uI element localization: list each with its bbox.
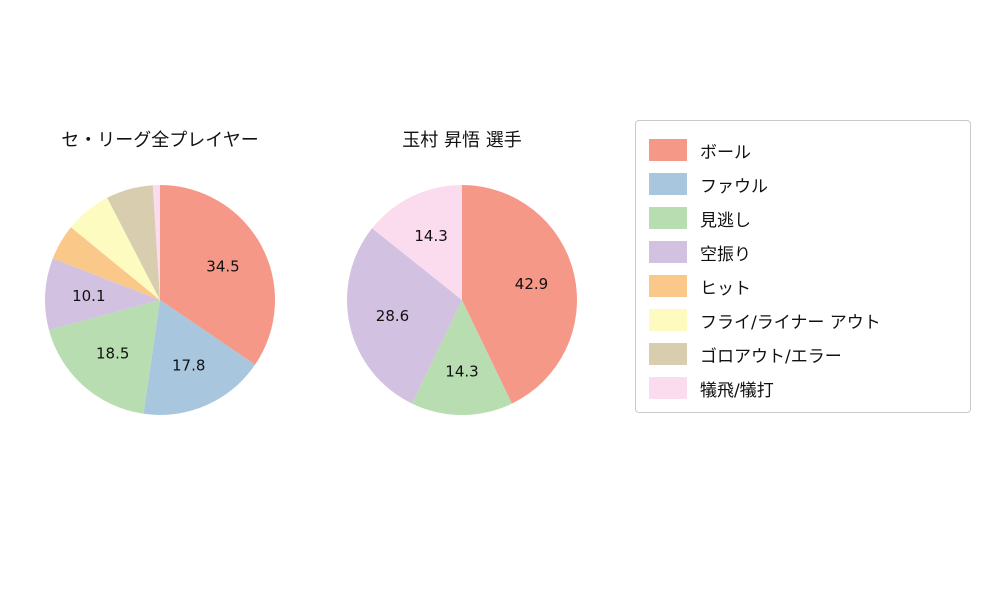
pie-value-label: 42.9 xyxy=(515,275,548,293)
legend-label: ゴロアウト/エラー xyxy=(700,346,842,367)
pie-slice xyxy=(143,300,256,415)
legend-label: 犠飛/犠打 xyxy=(700,380,774,401)
pie-value-label: 14.3 xyxy=(414,227,447,245)
pie-value-label: 18.5 xyxy=(96,344,129,362)
legend-label: ヒット xyxy=(700,278,751,299)
legend-item: 空振り xyxy=(649,235,970,269)
legend-swatch xyxy=(649,173,687,195)
pie-slice xyxy=(372,185,462,300)
pie-value-label: 17.8 xyxy=(172,356,205,374)
legend-item: 見逃し xyxy=(649,201,970,235)
legend-swatch xyxy=(649,309,687,331)
legend-label: 空振り xyxy=(700,244,751,265)
legend-item: ヒット xyxy=(649,269,970,303)
pie-chart-left: 34.5 17.8 18.5 10.1 xyxy=(44,185,275,415)
legend-label: 見逃し xyxy=(700,210,751,231)
legend-label: フライ/ライナー アウト xyxy=(700,312,881,333)
legend: ボール ファウル 見逃し 空振り ヒット xyxy=(635,120,971,413)
pie-slice xyxy=(462,185,578,404)
pie-slice xyxy=(44,258,160,330)
pie-chart-right: 42.9 14.3 28.6 14.3 xyxy=(347,185,578,416)
pie-slice xyxy=(107,185,160,300)
legend-swatch xyxy=(649,343,687,365)
pie-slice xyxy=(160,185,275,365)
pie-slice xyxy=(412,300,512,416)
chart-title-left: セ・リーグ全プレイヤー xyxy=(61,130,259,151)
pie-value-label: 14.3 xyxy=(445,362,478,380)
pie-slice xyxy=(70,197,160,300)
legend-swatch xyxy=(649,377,687,399)
legend-item: ボール xyxy=(649,133,970,167)
pie-slice xyxy=(152,185,160,300)
legend-label: ファウル xyxy=(700,176,768,197)
legend-item: ファウル xyxy=(649,167,970,201)
legend-swatch xyxy=(649,139,687,161)
legend-item: フライ/ライナー アウト xyxy=(649,303,970,337)
pie-slice xyxy=(347,228,462,404)
pie-value-label: 10.1 xyxy=(72,287,105,305)
legend-item: 犠飛/犠打 xyxy=(649,371,970,405)
pie-slice xyxy=(48,300,161,414)
pie-value-label: 34.5 xyxy=(206,258,239,276)
pie-value-label: 28.6 xyxy=(376,307,409,325)
legend-label: ボール xyxy=(700,142,751,163)
legend-swatch xyxy=(649,275,687,297)
chart-title-right: 玉村 昇悟 選手 xyxy=(402,130,522,151)
legend-swatch xyxy=(649,241,687,263)
legend-swatch xyxy=(649,207,687,229)
legend-item: ゴロアウト/エラー xyxy=(649,337,970,371)
pie-slice xyxy=(52,227,161,300)
